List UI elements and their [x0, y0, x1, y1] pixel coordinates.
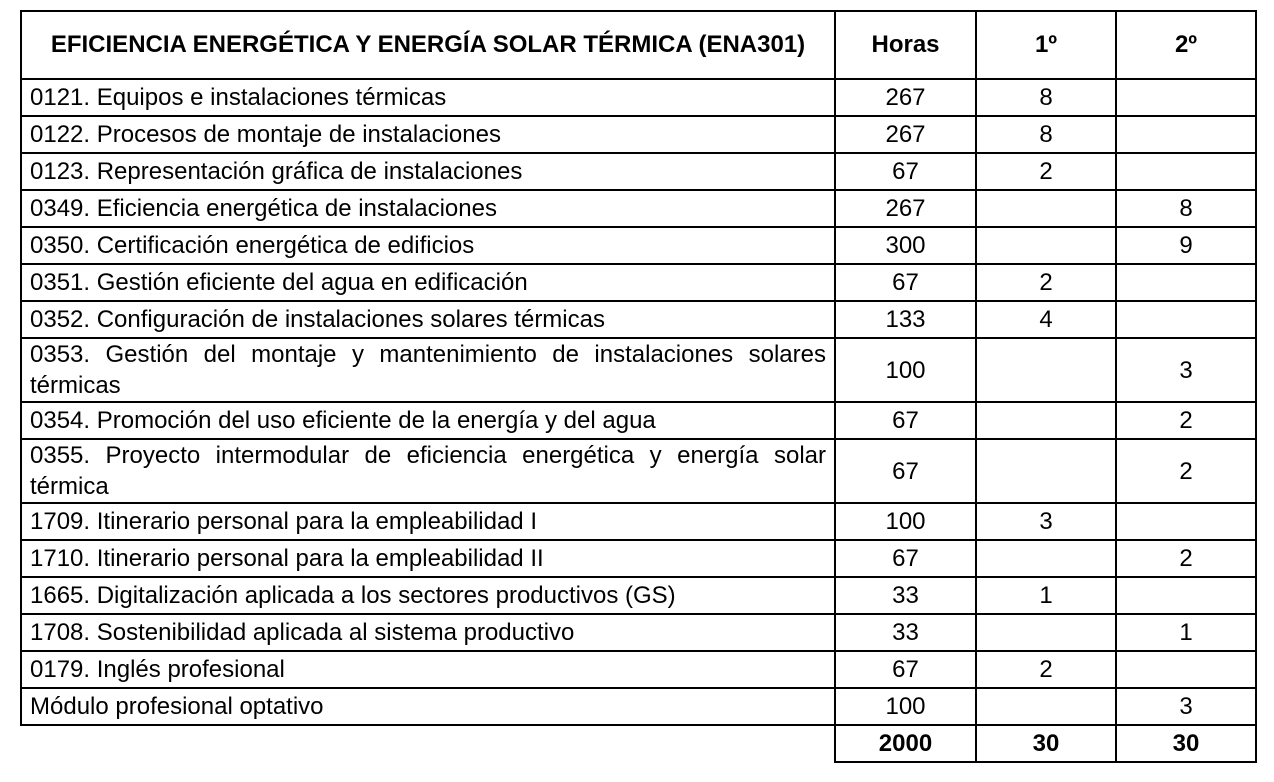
second-year-cell: 2: [1115, 539, 1257, 578]
table-row: 0350. Certificación energética de edific…: [20, 226, 1257, 265]
hours-cell: 67: [834, 650, 977, 689]
first-year-cell: 2: [975, 152, 1117, 191]
second-year-cell: 9: [1115, 226, 1257, 265]
second-year-cell: 3: [1115, 687, 1257, 726]
table-row: 0123. Representación gráfica de instalac…: [20, 152, 1257, 191]
hours-cell: 100: [834, 687, 977, 726]
hours-cell: 67: [834, 263, 977, 302]
first-year-cell: 2: [975, 263, 1117, 302]
hours-cell: 67: [834, 539, 977, 578]
first-year-cell: [975, 539, 1117, 578]
second-year-cell: [1115, 152, 1257, 191]
module-name: 0179. Inglés profesional: [20, 650, 836, 689]
table-row: 1710. Itinerario personal para la emplea…: [20, 539, 1257, 578]
first-year-cell: 2: [975, 650, 1117, 689]
hours-cell: 267: [834, 189, 977, 228]
table-row: 0353. Gestión del montaje y mantenimient…: [20, 337, 1257, 403]
table-row: 1708. Sostenibilidad aplicada al sistema…: [20, 613, 1257, 652]
second-year-cell: [1115, 502, 1257, 541]
module-name: 0350. Certificación energética de edific…: [20, 226, 836, 265]
module-name: 1710. Itinerario personal para la emplea…: [20, 539, 836, 578]
module-name: 0352. Configuración de instalaciones sol…: [20, 300, 836, 339]
hours-cell: 67: [834, 152, 977, 191]
first-year-cell: 1: [975, 576, 1117, 615]
total-hours: 2000: [834, 724, 977, 763]
first-year-cell: [975, 438, 1117, 504]
first-year-cell: [975, 337, 1117, 403]
table-row: 0122. Procesos de montaje de instalacion…: [20, 115, 1257, 154]
table-row: 0352. Configuración de instalaciones sol…: [20, 300, 1257, 339]
hours-cell: 33: [834, 576, 977, 615]
header-hours: Horas: [834, 10, 977, 80]
table-row: 0351. Gestión eficiente del agua en edif…: [20, 263, 1257, 302]
second-year-cell: 8: [1115, 189, 1257, 228]
hours-cell: 267: [834, 78, 977, 117]
table-row: 0355. Proyecto intermodular de eficienci…: [20, 438, 1257, 504]
hours-cell: 67: [834, 438, 977, 504]
module-name: 0123. Representación gráfica de instalac…: [20, 152, 836, 191]
table-row: 0121. Equipos e instalaciones térmicas 26…: [20, 78, 1257, 117]
module-name: 0354. Promoción del uso eficiente de la …: [20, 401, 836, 440]
module-name: 1665. Digitalización aplicada a los sect…: [20, 576, 836, 615]
hours-cell: 267: [834, 115, 977, 154]
second-year-cell: [1115, 115, 1257, 154]
hours-cell: 133: [834, 300, 977, 339]
modules-table: EFICIENCIA ENERGÉTICA Y ENERGÍA SOLAR TÉ…: [20, 10, 1257, 763]
table-header: EFICIENCIA ENERGÉTICA Y ENERGÍA SOLAR TÉ…: [20, 10, 1257, 80]
second-year-cell: 2: [1115, 438, 1257, 504]
module-name: Módulo profesional optativo: [20, 687, 836, 726]
first-year-cell: 4: [975, 300, 1117, 339]
hours-cell: 33: [834, 613, 977, 652]
module-name: 0353. Gestión del montaje y mantenimient…: [20, 337, 836, 403]
hours-cell: 300: [834, 226, 977, 265]
module-name: 0351. Gestión eficiente del agua en edif…: [20, 263, 836, 302]
first-year-cell: [975, 226, 1117, 265]
total-second-year: 30: [1115, 724, 1257, 763]
module-name: 1709. Itinerario personal para la emplea…: [20, 502, 836, 541]
total-blank-cell: [21, 724, 835, 762]
second-year-cell: [1115, 576, 1257, 615]
first-year-cell: 8: [975, 115, 1117, 154]
module-name: 0122. Procesos de montaje de instalacion…: [20, 115, 836, 154]
first-year-cell: 3: [975, 502, 1117, 541]
second-year-cell: [1115, 300, 1257, 339]
first-year-cell: [975, 687, 1117, 726]
hours-cell: 100: [834, 502, 977, 541]
table-row: 0354. Promoción del uso eficiente de la …: [20, 401, 1257, 440]
hours-cell: 67: [834, 401, 977, 440]
hours-cell: 100: [834, 337, 977, 403]
header-first-year: 1º: [975, 10, 1117, 80]
module-name: 1708. Sostenibilidad aplicada al sistema…: [20, 613, 836, 652]
table-row: 1709. Itinerario personal para la emplea…: [20, 502, 1257, 541]
table-row: Módulo profesional optativo 100 3: [20, 687, 1257, 726]
module-name: 0355. Proyecto intermodular de eficienci…: [20, 438, 836, 504]
first-year-cell: [975, 401, 1117, 440]
first-year-cell: [975, 189, 1117, 228]
total-row: 2000 30 30: [21, 724, 1257, 763]
table-row: 0349. Eficiencia energética de instalaci…: [20, 189, 1257, 228]
second-year-cell: [1115, 78, 1257, 117]
table-row: 0179. Inglés profesional 67 2: [20, 650, 1257, 689]
second-year-cell: [1115, 650, 1257, 689]
first-year-cell: 8: [975, 78, 1117, 117]
second-year-cell: 2: [1115, 401, 1257, 440]
first-year-cell: [975, 613, 1117, 652]
second-year-cell: 3: [1115, 337, 1257, 403]
header-second-year: 2º: [1115, 10, 1257, 80]
second-year-cell: 1: [1115, 613, 1257, 652]
table-row: 1665. Digitalización aplicada a los sect…: [20, 576, 1257, 615]
second-year-cell: [1115, 263, 1257, 302]
module-name: 0349. Eficiencia energética de instalaci…: [20, 189, 836, 228]
module-name: 0121. Equipos e instalaciones térmicas: [20, 78, 836, 117]
total-first-year: 30: [975, 724, 1117, 763]
header-title: EFICIENCIA ENERGÉTICA Y ENERGÍA SOLAR TÉ…: [20, 10, 836, 80]
